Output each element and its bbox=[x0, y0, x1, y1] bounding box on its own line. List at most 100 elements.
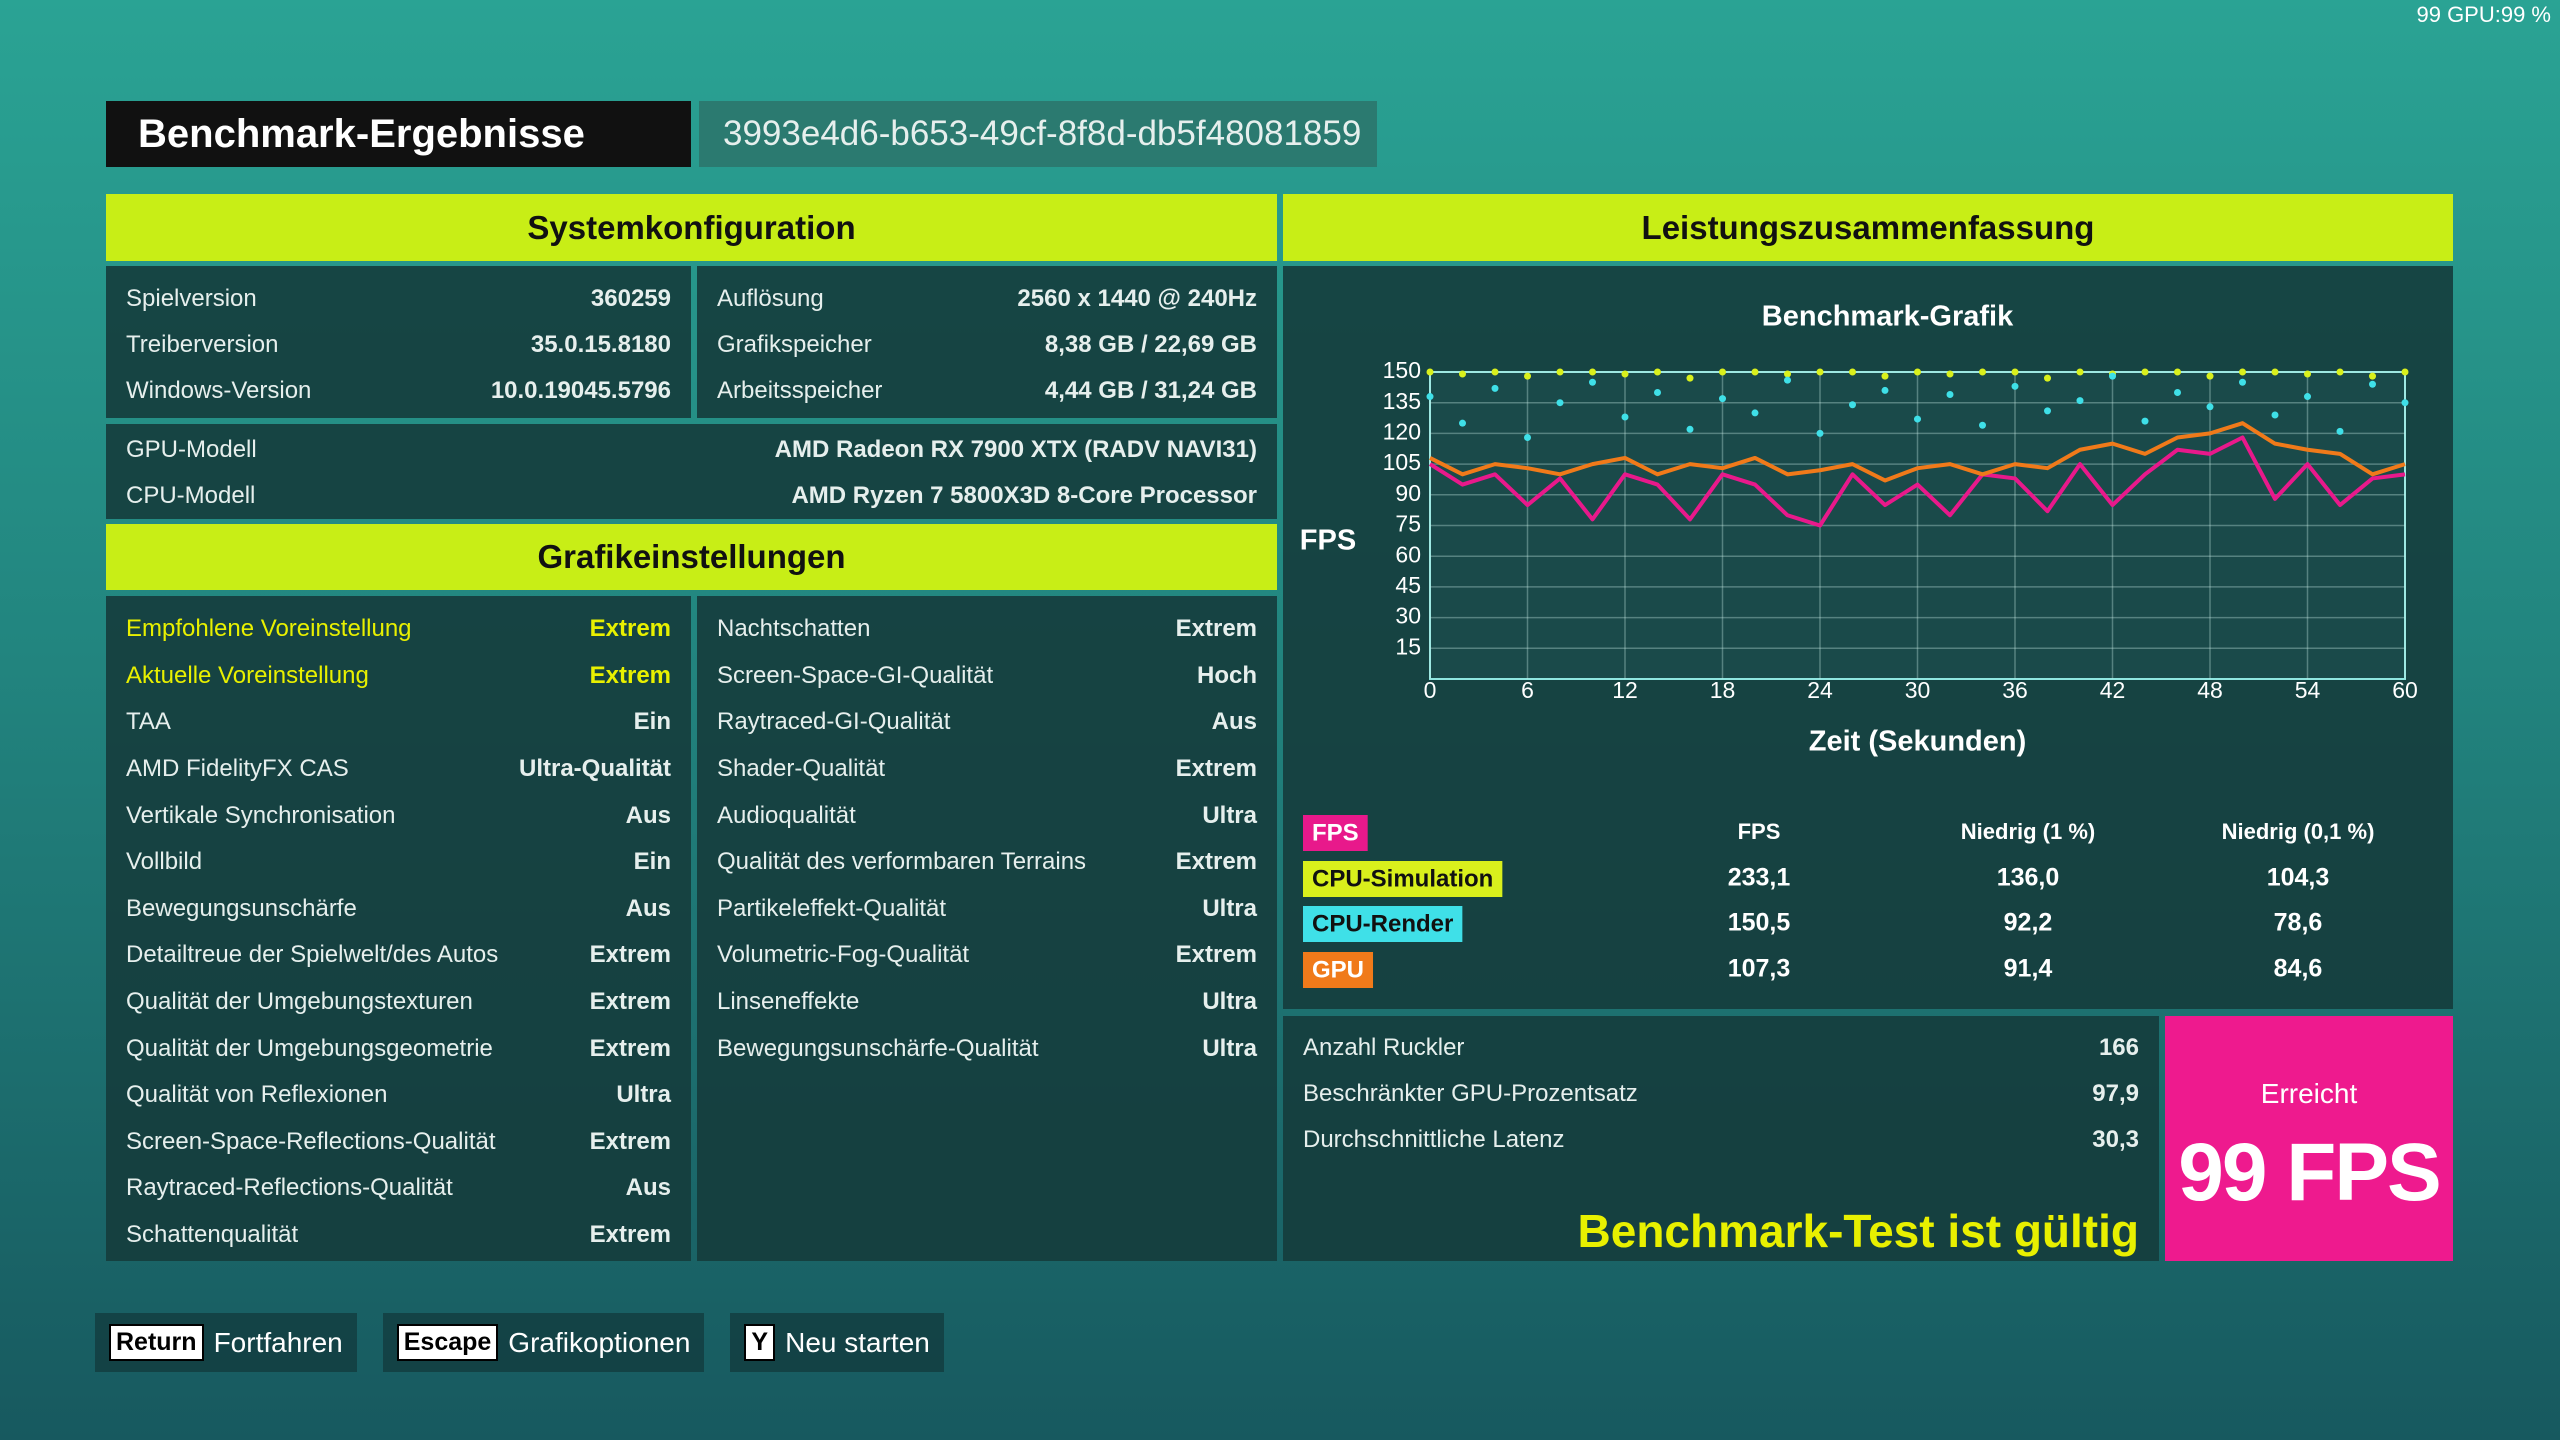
setting-row: Shader-Qualität Extrem bbox=[697, 746, 1277, 793]
setting-row: Spielversion 360259 bbox=[106, 276, 691, 322]
table-value: 150,5 bbox=[1728, 909, 1791, 937]
data-point bbox=[1426, 393, 1434, 401]
setting-row: Durchschnittliche Latenz 30,3 bbox=[1283, 1117, 2159, 1163]
setting-label: Raytraced-GI-Qualität bbox=[717, 708, 951, 736]
table-value: 107,3 bbox=[1728, 955, 1791, 983]
data-point bbox=[2076, 368, 2084, 376]
data-point bbox=[2239, 378, 2246, 386]
result-label: Erreicht bbox=[2260, 1078, 2358, 1109]
setting-value: Ultra bbox=[1202, 801, 1257, 829]
system-panel: Auflösung 2560 x 1440 @ 240Hz Grafikspeich… bbox=[697, 266, 1277, 418]
table-value: 104,3 bbox=[2267, 864, 2330, 892]
x-tick-label: 30 bbox=[1905, 677, 1931, 703]
table-value: 136,0 bbox=[1997, 864, 2060, 892]
perf-overlay: 99 GPU:99 % bbox=[2416, 2, 2551, 27]
setting-value: Extrem bbox=[589, 1127, 671, 1155]
setting-value: Extrem bbox=[1175, 615, 1257, 643]
setting-label: Vertikale Synchronisation bbox=[126, 801, 396, 829]
setting-value: Extrem bbox=[1175, 941, 1257, 969]
setting-label: Empfohlene Voreinstellung bbox=[126, 615, 412, 643]
data-point bbox=[2174, 368, 2181, 376]
setting-label: Shader-Qualität bbox=[717, 755, 886, 783]
setting-label: Anzahl Ruckler bbox=[1303, 1034, 1465, 1061]
data-point bbox=[1914, 415, 1921, 423]
setting-value: 8,38 GB / 22,69 GB bbox=[1044, 331, 1257, 358]
column-header: FPS bbox=[1738, 819, 1781, 844]
setting-value: Ein bbox=[633, 708, 671, 736]
footer-button[interactable]: Escape Grafikoptionen bbox=[382, 1313, 705, 1372]
setting-label: Bewegungsunschärfe bbox=[126, 894, 357, 922]
data-point bbox=[1816, 368, 1824, 376]
setting-row: Raytraced-GI-Qualität Aus bbox=[697, 699, 1277, 746]
setting-value: Hoch bbox=[1197, 661, 1257, 689]
data-point bbox=[1491, 384, 1499, 392]
data-point bbox=[1719, 395, 1726, 403]
setting-label: Audioqualität bbox=[717, 801, 856, 829]
data-point bbox=[2109, 372, 2116, 380]
column-header: Niedrig (0,1 %) bbox=[2222, 819, 2375, 844]
data-point bbox=[1621, 370, 1629, 378]
setting-value: Extrem bbox=[1175, 848, 1257, 876]
key-hint: Return bbox=[109, 1324, 204, 1361]
setting-value: AMD Ryzen 7 5800X3D 8-Core Processor bbox=[791, 482, 1257, 509]
footer: Return Fortfahren Escape Grafikoptionen Y Neu… bbox=[95, 1313, 944, 1372]
data-point bbox=[1816, 429, 1824, 437]
key-hint: Escape bbox=[396, 1324, 499, 1361]
data-point bbox=[1654, 368, 1661, 376]
footer-button[interactable]: Return Fortfahren bbox=[95, 1313, 357, 1372]
data-point bbox=[2271, 368, 2279, 376]
setting-value: 166 bbox=[2098, 1034, 2139, 1061]
setting-row: Nachtschatten Extrem bbox=[697, 606, 1277, 653]
x-tick-label: 24 bbox=[1807, 677, 1833, 703]
data-point bbox=[1524, 372, 1531, 380]
result-value: 99 FPS bbox=[2178, 1127, 2441, 1218]
setting-value: Aus bbox=[625, 801, 671, 829]
data-point bbox=[1946, 391, 1954, 399]
setting-row: Qualität der Umgebungsgeometrie Extrem bbox=[106, 1025, 691, 1072]
data-point bbox=[1751, 368, 1759, 376]
setting-label: Treiberversion bbox=[126, 331, 279, 358]
setting-label: Schattenqualität bbox=[126, 1221, 299, 1249]
setting-value: Aus bbox=[1211, 708, 1257, 736]
setting-row: Grafikspeicher 8,38 GB / 22,69 GB bbox=[697, 322, 1277, 368]
setting-label: Screen-Space-GI-Qualität bbox=[717, 661, 994, 689]
setting-row: Qualität des verformbaren Terrains Extrem bbox=[697, 839, 1277, 886]
data-point bbox=[2401, 368, 2409, 376]
setting-row: Windows-Version 10.0.19045.5796 bbox=[106, 368, 691, 414]
stats-panel: Benchmark-Test ist gültig Anzahl Ruckler… bbox=[1283, 1016, 2159, 1261]
setting-row: Arbeitsspeicher 4,44 GB / 31,24 GB bbox=[697, 368, 1277, 414]
key-hint: Y bbox=[744, 1324, 776, 1361]
data-point bbox=[2239, 368, 2246, 376]
setting-row: Aktuelle Voreinstellung Extrem bbox=[106, 653, 691, 700]
chart-panel: Benchmark-Grafik FPS Zeit (Sekunden) 15 30 45… bbox=[1283, 266, 2453, 1009]
button-label: Grafikoptionen bbox=[508, 1326, 691, 1358]
legend-label: FPS bbox=[1312, 819, 1359, 846]
data-point bbox=[2401, 399, 2409, 407]
data-point bbox=[2141, 368, 2149, 376]
legend-badge bbox=[1303, 952, 1374, 988]
chart-title: Benchmark-Grafik bbox=[1762, 301, 2014, 333]
y-tick-label: 60 bbox=[1395, 541, 1421, 567]
setting-value: Ultra bbox=[1202, 988, 1257, 1016]
table-value: 91,4 bbox=[2004, 955, 2053, 983]
system-panel: Spielversion 360259 Treiberversion 35.0.15.… bbox=[106, 266, 691, 418]
setting-label: Raytraced-Reflections-Qualität bbox=[126, 1174, 453, 1202]
data-point bbox=[1946, 370, 1954, 378]
data-point bbox=[1719, 368, 1726, 376]
footer-button[interactable]: Y Neu starten bbox=[730, 1313, 944, 1372]
button-label: Fortfahren bbox=[213, 1326, 343, 1358]
setting-row: AMD FidelityFX CAS Ultra-Qualität bbox=[106, 746, 691, 793]
setting-row: Vollbild Ein bbox=[106, 839, 691, 886]
data-point bbox=[2044, 407, 2051, 415]
setting-value: 2560 x 1440 @ 240Hz bbox=[1017, 285, 1257, 312]
setting-value: Extrem bbox=[589, 661, 671, 689]
data-point bbox=[1621, 413, 1629, 421]
table-value: 92,2 bbox=[2004, 909, 2053, 937]
setting-row: Beschränkter GPU-Prozentsatz 97,9 bbox=[1283, 1071, 2159, 1117]
legend-badge bbox=[1303, 906, 1463, 942]
data-point bbox=[2011, 382, 2019, 390]
y-tick-label: 75 bbox=[1395, 511, 1421, 537]
setting-row: Volumetric-Fog-Qualität Extrem bbox=[697, 932, 1277, 979]
data-point bbox=[2369, 372, 2376, 380]
data-point bbox=[1784, 370, 1791, 378]
